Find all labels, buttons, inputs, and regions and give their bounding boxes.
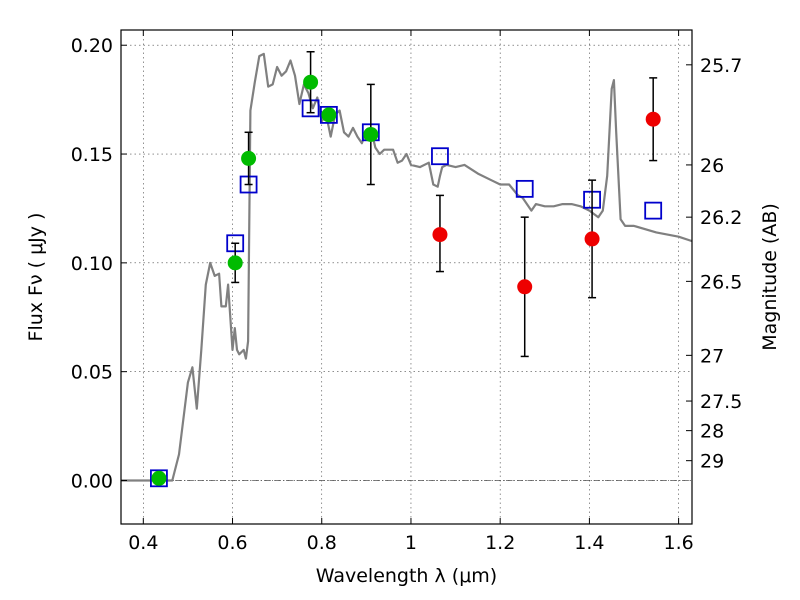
model-band-marker (150, 469, 168, 488)
x-tick-label: 1 (405, 532, 417, 554)
data-series (150, 51, 663, 488)
model-band-marker (431, 147, 449, 166)
y-tick-label: 0.20 (71, 35, 113, 57)
data-point (584, 231, 600, 247)
data-point (517, 279, 533, 295)
data-point (432, 227, 448, 243)
y2-tick-label: 26.5 (700, 271, 742, 293)
plot-frame (120, 29, 693, 525)
y2-axis-label: Magnitude (AB) (759, 203, 781, 351)
x-tick-label: 0.8 (307, 532, 337, 554)
x-axis-label: Wavelength λ (μm) (316, 565, 497, 587)
y-tick-label: 0.00 (71, 470, 113, 492)
y2-tick-label: 29 (700, 451, 724, 473)
series-1 (151, 51, 379, 486)
y2-tick-label: 26 (700, 155, 724, 177)
data-point (241, 150, 257, 166)
y2-tick-label: 25.7 (700, 55, 742, 77)
data-point (227, 255, 243, 271)
y-tick-label: 0.15 (71, 144, 113, 166)
data-point (321, 107, 337, 123)
model-band-marker (319, 105, 338, 124)
x-tick-label: 1.6 (664, 532, 694, 554)
data-point (645, 111, 661, 127)
y2-tick-label: 27.5 (700, 391, 742, 413)
x-tick-label: 0.4 (128, 532, 158, 554)
model-spectrum-line (121, 52, 692, 482)
y2-tick-label: 27 (700, 345, 724, 367)
x-tick-label: 0.6 (217, 532, 247, 554)
model-band-marker (515, 179, 534, 198)
y2-tick-label: 26.2 (700, 207, 742, 229)
model-band-marker (644, 201, 663, 220)
x-tick-label: 1.4 (574, 532, 604, 554)
data-point (363, 126, 379, 142)
y2-tick-label: 28 (700, 421, 724, 443)
x-tick-label: 1.2 (485, 532, 515, 554)
data-point (151, 470, 167, 486)
series-2 (432, 77, 661, 358)
series-0 (150, 99, 663, 488)
y-tick-label: 0.05 (71, 362, 113, 384)
ticks: 0.4 0.6 0.8 1 1.2 1.4 1.6 0.00 0.05 0.10 0.15 0.20 2… (71, 30, 742, 554)
y-axis-label: Flux Fν ( μJy ) (25, 213, 47, 342)
y-tick-label: 0.10 (71, 253, 113, 275)
model-spectrum (121, 52, 692, 482)
data-point (303, 74, 319, 90)
